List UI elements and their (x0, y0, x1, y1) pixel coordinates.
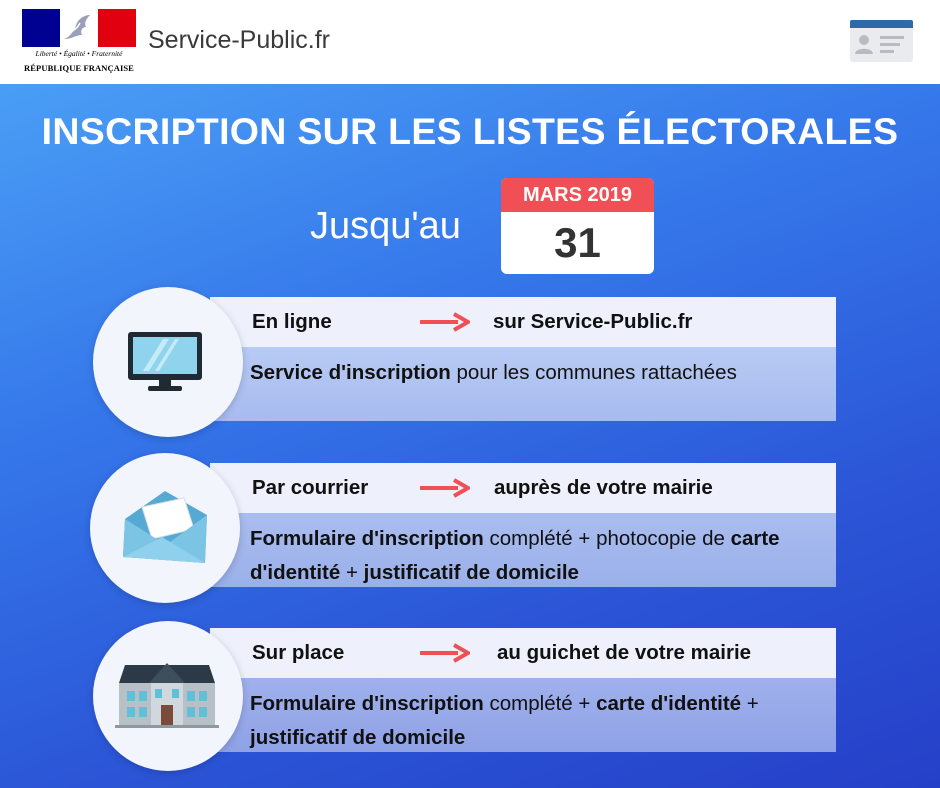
republic-motto: Liberté • Égalité • Fraternité (35, 49, 123, 58)
site-header: Liberté • Égalité • Fraternité RÉPUBLIQU… (0, 0, 940, 84)
method-mode: En ligne (252, 310, 332, 333)
method-target: au guichet de votre mairie (497, 641, 752, 664)
method-mode: Par courrier (252, 476, 369, 499)
arrow-right-icon (420, 478, 470, 498)
town-hall-icon (115, 663, 219, 728)
calendar-month: MARS 2019 (501, 178, 654, 212)
republic-name: RÉPUBLIQUE FRANÇAISE (24, 63, 134, 73)
page-title: INSCRIPTION SUR LES LISTES ÉLECTORALES (41, 110, 899, 152)
marianne-logo[interactable]: Liberté • Égalité • Fraternité RÉPUBLIQU… (22, 9, 136, 77)
method-description: Formulaire d'inscription complété + cart… (210, 678, 836, 752)
method-card-mail: Par courrier auprès de votre mairie Form… (210, 463, 836, 587)
method-card-in-person: Sur place au guichet de votre mairie For… (210, 628, 836, 752)
method-target: auprès de votre mairie (494, 476, 713, 499)
method-header: En ligne sur Service-Public.fr (210, 297, 836, 347)
method-description: Service d'inscription pour les communes … (210, 347, 836, 421)
method-description: Formulaire d'inscription complété + phot… (210, 513, 836, 587)
town-hall-icon-badge (93, 621, 243, 771)
arrow-right-icon (420, 643, 470, 663)
site-name[interactable]: Service-Public.fr (148, 26, 330, 54)
deadline-label: Jusqu'au (310, 205, 461, 247)
arrow-right-icon (420, 312, 470, 332)
tricolor-flag (22, 9, 136, 47)
calendar-date: MARS 2019 31 (501, 178, 654, 274)
calendar-day: 31 (554, 219, 601, 266)
monitor-icon-badge (93, 287, 243, 437)
method-mode: Sur place (252, 641, 345, 664)
method-card-online: En ligne sur Service-Public.fr Service d… (210, 297, 836, 421)
method-header: Sur place au guichet de votre mairie (210, 628, 836, 678)
method-target: sur Service-Public.fr (493, 310, 693, 333)
envelope-icon (123, 491, 207, 563)
monitor-icon (128, 332, 202, 391)
method-desc-text: Formulaire d'inscription complété + cart… (250, 692, 759, 749)
method-desc-text: Formulaire d'inscription complété + phot… (250, 527, 780, 584)
id-card-icon[interactable] (850, 20, 913, 62)
method-desc-text: Service d'inscription pour les communes … (250, 361, 737, 384)
envelope-icon-badge (90, 453, 240, 603)
marianne-profile-icon (64, 15, 90, 39)
method-header: Par courrier auprès de votre mairie (210, 463, 836, 513)
